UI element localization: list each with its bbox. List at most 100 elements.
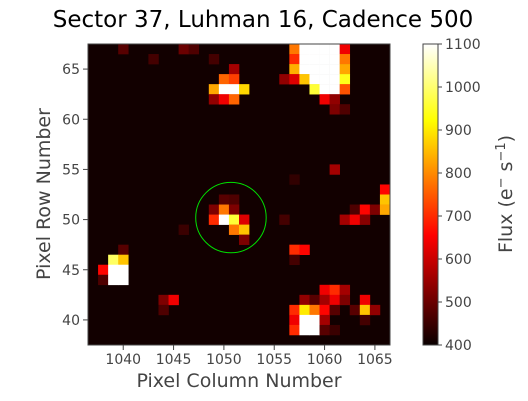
heatmap-pixel: [218, 204, 230, 215]
heatmap-pixel: [228, 224, 240, 235]
y-axis-ticks: 40 45 50 55 60 65: [62, 62, 88, 329]
heatmap-pixel: [339, 44, 351, 55]
x-axis-ticks: 1040 1045 1050 1055 1060 1065: [105, 345, 393, 368]
heatmap-pixel: [359, 304, 371, 316]
heatmap-pixel: [98, 274, 109, 286]
heatmap-pixel: [309, 74, 320, 85]
heatmap-pixel: [228, 64, 240, 75]
heatmap-pixel: [319, 64, 330, 75]
heatmap-pixel: [168, 294, 179, 306]
heatmap-pixel: [118, 244, 129, 255]
heatmap-pixel: [379, 194, 391, 205]
heatmap-pixel: [218, 94, 230, 105]
heatmap-pixel: [359, 214, 371, 225]
heatmap-pixel: [299, 324, 310, 336]
colorbar-label-sup1: −: [494, 178, 509, 189]
heatmap-pixel: [98, 264, 109, 276]
heatmap-pixel: [289, 54, 300, 65]
heatmap-pixel: [349, 214, 361, 225]
y-tick-label: 60: [62, 112, 80, 128]
heatmap-pixel: [319, 94, 330, 105]
chart-title: Sector 37, Luhman 16, Cadence 500: [53, 7, 473, 33]
heatmap-pixel: [349, 304, 361, 316]
heatmap-pixel: [299, 64, 310, 75]
heatmap-pixel: [279, 74, 290, 85]
heatmap-pixel: [299, 294, 310, 306]
heatmap-pixel: [359, 294, 371, 306]
x-tick-label: 1040: [105, 352, 141, 368]
heatmap-pixel: [279, 214, 290, 225]
heatmap-pixel: [309, 54, 320, 65]
heatmap-pixel: [319, 44, 330, 55]
heatmap-pixel: [289, 304, 300, 316]
heatmap-pixel: [208, 214, 220, 225]
heatmap-pixel: [178, 224, 189, 235]
heatmap-pixel: [289, 174, 300, 185]
heatmap-pixel: [108, 254, 119, 266]
heatmap-pixel: [359, 204, 371, 215]
y-tick-label: 45: [62, 263, 80, 279]
heatmap-pixel: [299, 304, 310, 316]
heatmap-pixel: [339, 104, 351, 115]
colorbar: 400 500 600 700 800 900 1000 1100 Flux (e− s−1): [422, 37, 517, 354]
heatmap-pixel: [309, 304, 320, 316]
heatmap-pixel: [319, 74, 330, 85]
heatmap-pixel: [329, 64, 340, 75]
x-tick-label: 1050: [206, 352, 242, 368]
colorbar-tick-label: 600: [445, 252, 472, 268]
annotation-layer: [195, 181, 267, 254]
heatmap-pixel: [309, 84, 320, 95]
colorbar-tick-label: 700: [445, 209, 472, 225]
colorbar-tick-label: 1000: [445, 80, 481, 96]
heatmap-pixel: [108, 274, 119, 286]
colorbar-label-sup2: −1: [494, 142, 509, 161]
heatmap-pixel: [289, 44, 300, 55]
heatmap-pixel: [208, 54, 220, 65]
heatmap-pixel: [289, 74, 300, 85]
heatmap-pixel: [218, 194, 230, 205]
heatmap-pixel: [118, 264, 129, 276]
heatmap-pixel: [319, 294, 330, 306]
heatmap-pixel: [319, 314, 330, 326]
heatmap-pixel: [319, 84, 330, 95]
colorbar-label-mid: s: [495, 162, 517, 178]
heatmap-pixel: [339, 84, 351, 95]
colorbar-tick-label: 400: [445, 338, 472, 354]
heatmap-pixel: [158, 304, 169, 316]
heatmap-pixel: [309, 314, 320, 326]
y-tick-label: 50: [62, 213, 80, 229]
heatmap-pixel: [299, 74, 310, 85]
x-tick-label: 1045: [156, 352, 192, 368]
heatmap-pixel: [228, 84, 240, 95]
heatmap-pixel: [329, 324, 340, 336]
heatmap-pixel: [118, 274, 129, 286]
heatmap-pixel: [299, 54, 310, 65]
heatmap-pixel: [339, 284, 351, 296]
heatmap-pixel: [239, 214, 250, 225]
heatmap-pixel: [349, 204, 361, 215]
heatmap-pixel: [299, 314, 310, 326]
heatmap-pixel: [148, 54, 159, 65]
heatmap-pixel: [339, 294, 351, 306]
heatmap-pixel: [329, 94, 340, 105]
heatmap-pixel: [339, 74, 351, 85]
heatmap-pixel: [379, 204, 391, 215]
heatmap-pixel: [178, 44, 189, 55]
heatmap-pixel: [319, 324, 330, 336]
y-tick-label: 55: [62, 162, 80, 178]
plot-area: 1040 1045 1050 1055 1060 1065 40 45 50 55 60 65: [62, 43, 393, 368]
heatmap-pixel: [228, 194, 240, 205]
colorbar-tick-label: 800: [445, 166, 472, 182]
y-tick-label: 65: [62, 62, 80, 78]
y-axis-label: Pixel Row Number: [33, 108, 55, 280]
heatmap-pixel: [239, 84, 250, 95]
heatmap-pixel: [239, 224, 250, 235]
heatmap-pixel: [218, 84, 230, 95]
colorbar-gradient: [422, 43, 439, 346]
heatmap-pixel: [118, 44, 129, 55]
heatmap-pixel: [289, 244, 300, 255]
heatmap-pixel: [289, 64, 300, 75]
colorbar-label-main: Flux (e: [495, 188, 517, 253]
colorbar-label-end: ): [495, 135, 517, 142]
